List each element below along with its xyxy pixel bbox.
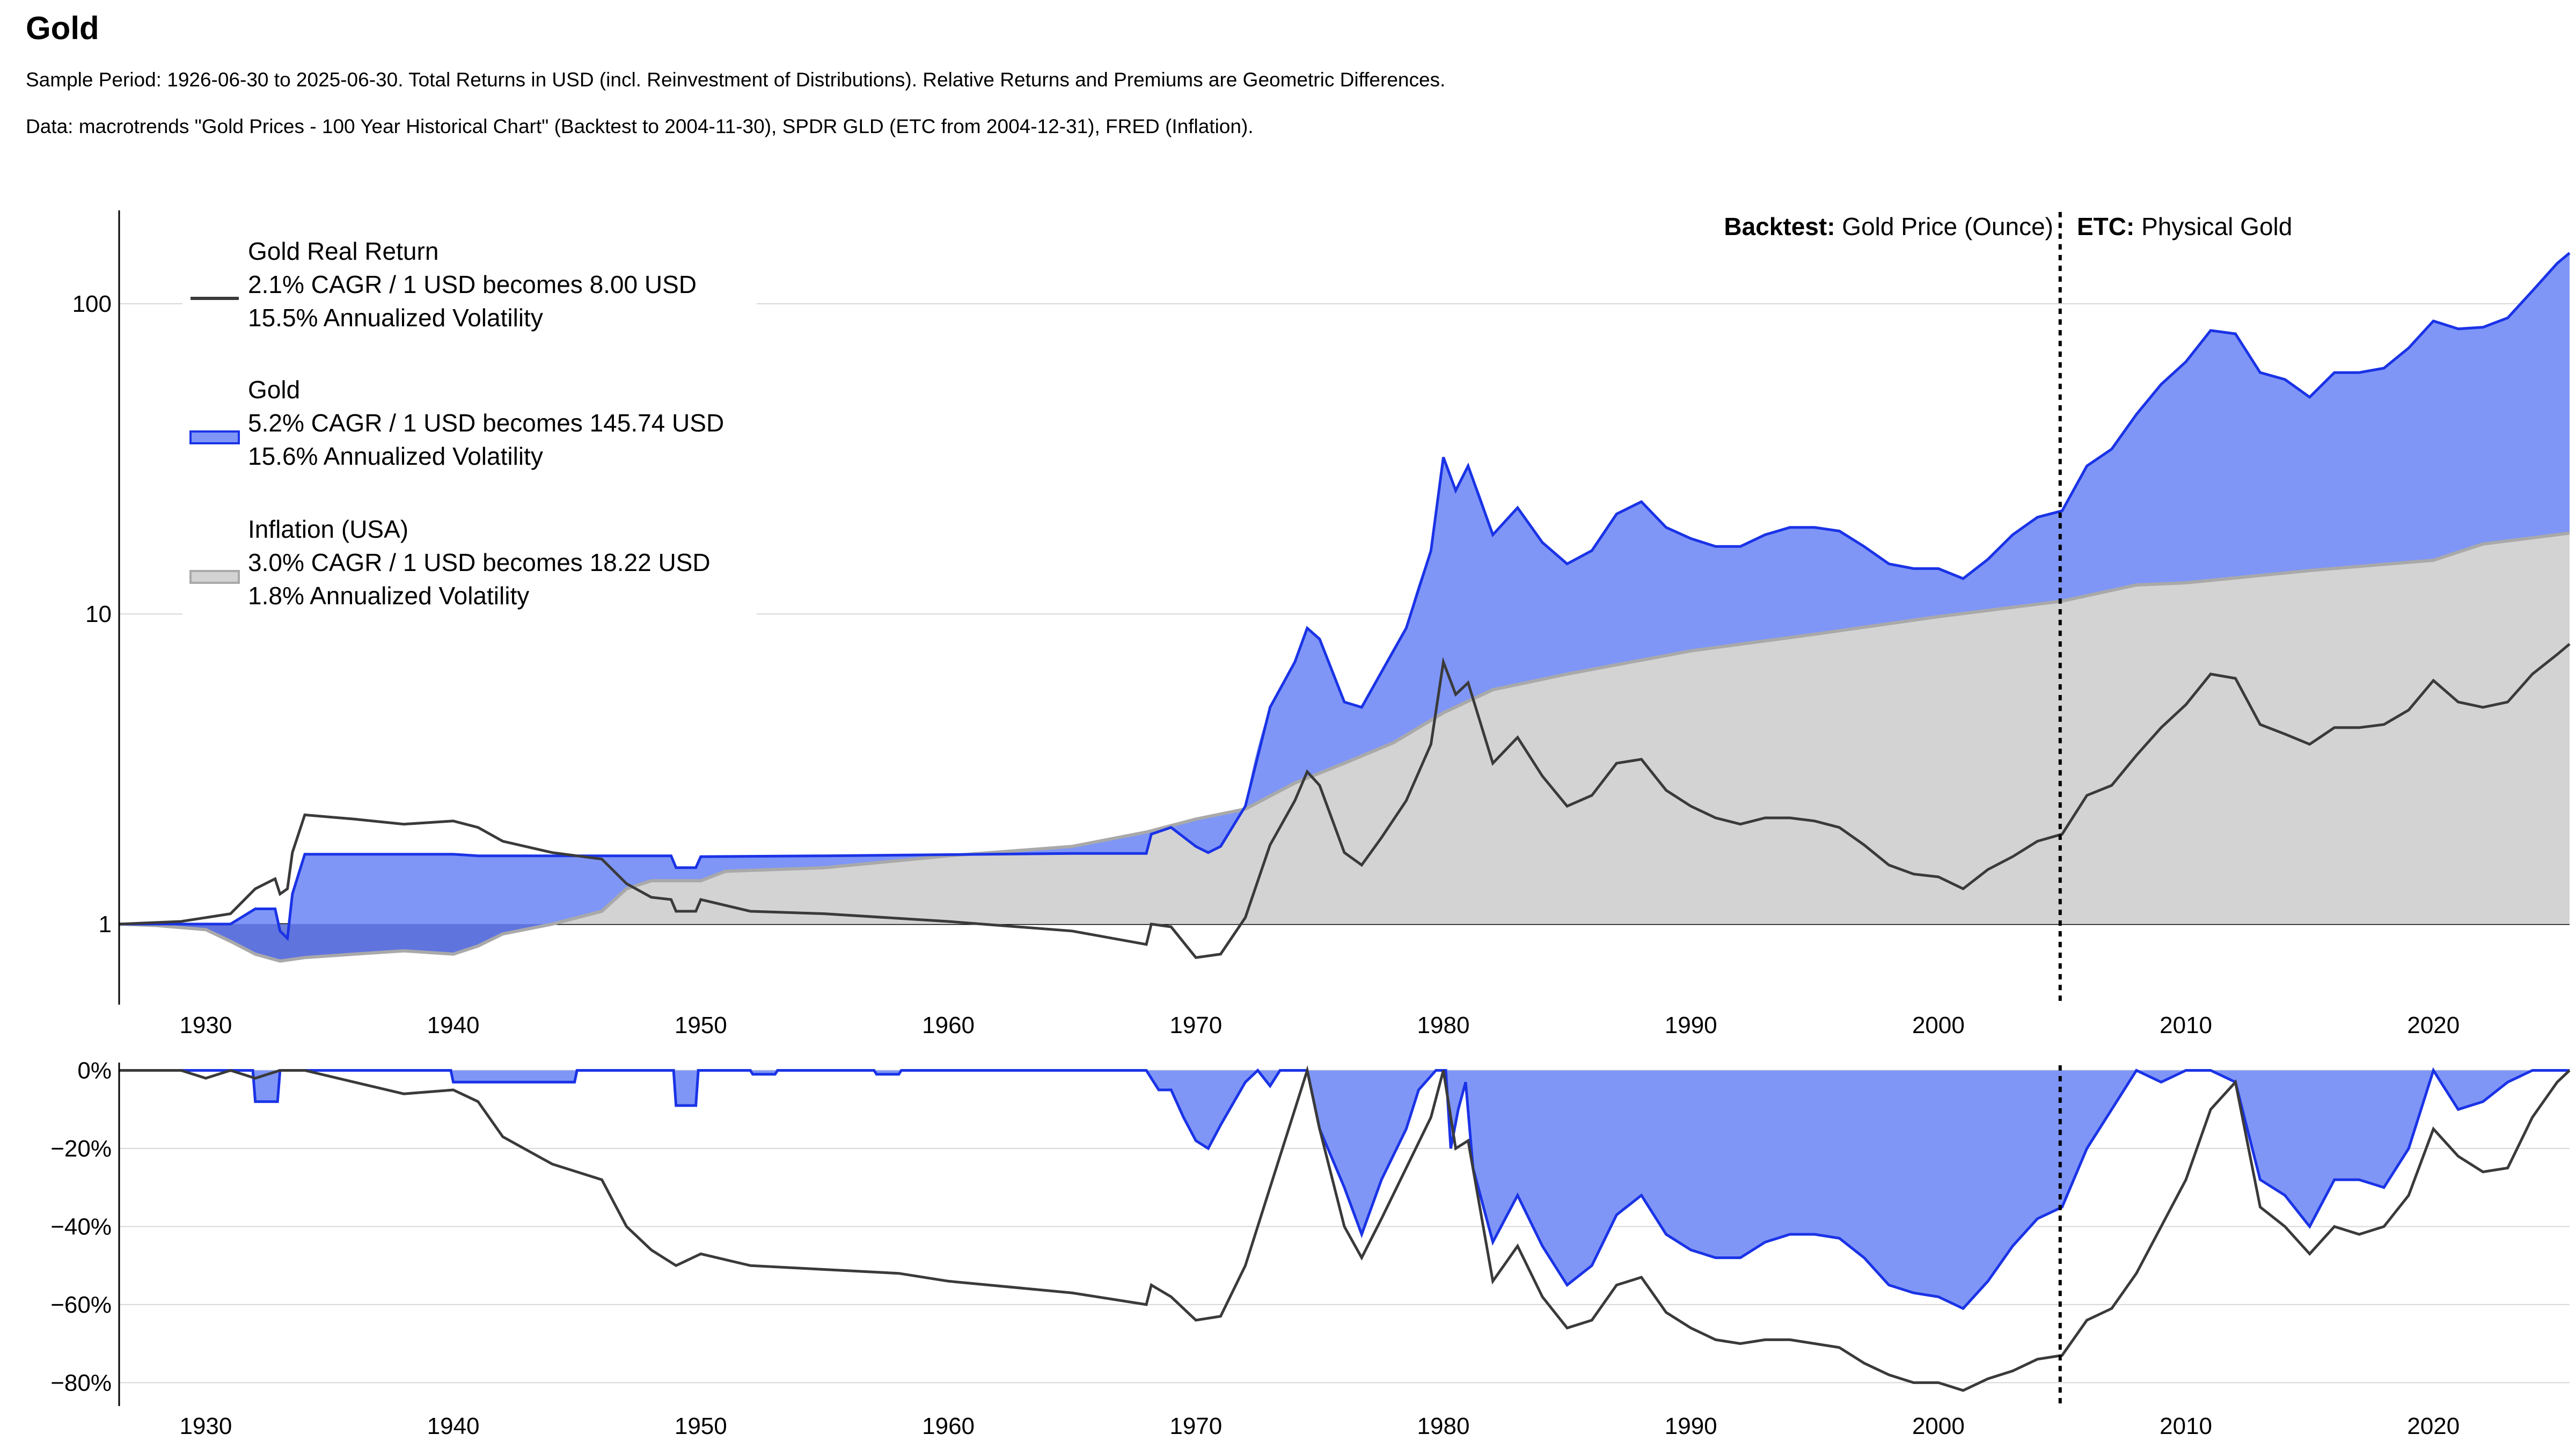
growth-x-tick-label: 1990: [1665, 1012, 1717, 1038]
legend-gold-name: Gold: [248, 376, 300, 404]
growth-y-tick-label: 100: [72, 291, 112, 317]
legend-real-line1: 2.1% CAGR / 1 USD becomes 8.00 USD: [248, 270, 697, 298]
growth-y-tick-label: 10: [85, 601, 112, 627]
legend-real-name: Gold Real Return: [248, 237, 438, 265]
growth-lines: [119, 252, 2571, 963]
legend-background: [182, 220, 757, 617]
growth-x-tick-label: 1930: [179, 1012, 232, 1038]
inflation-line: [119, 531, 2570, 963]
subtitle-sample-period: Sample Period: 1926-06-30 to 2025-06-30.…: [26, 69, 1446, 91]
legend-gold-line1: 5.2% CAGR / 1 USD becomes 145.74 USD: [248, 409, 724, 437]
gold-line: [119, 252, 2571, 941]
growth-x-tick-label: 2010: [2160, 1012, 2212, 1038]
drawdown-areas: [119, 1070, 2570, 1309]
growth-areas: [119, 253, 2570, 961]
subtitle-data-sources: Data: macrotrends "Gold Prices - 100 Yea…: [26, 115, 1254, 137]
drawdown-x-tick-label: 2000: [1912, 1413, 1965, 1439]
legend-gold-line2: 15.6% Annualized Volatility: [248, 442, 543, 470]
drawdown-x-tick-label: 2010: [2160, 1413, 2212, 1439]
drawdown-x-tick-label: 1960: [922, 1413, 975, 1439]
drawdown-lines: [119, 1065, 2571, 1392]
growth-x-tick-label: 1980: [1417, 1012, 1470, 1038]
drawdown-x-tick-label: 1970: [1169, 1413, 1222, 1439]
drawdown-axes: 0% −20% −40% −60% −80% 1930 1940 1950 1960 1970 19…: [50, 1058, 2460, 1440]
drawdown-y-tick-label: −80%: [50, 1370, 112, 1396]
growth-x-tick-label: 1950: [675, 1012, 727, 1038]
drawdown-x-tick-label: 1940: [427, 1413, 480, 1439]
growth-x-tick-label: 2000: [1912, 1012, 1965, 1038]
growth-x-tick-label: 2020: [2407, 1012, 2460, 1038]
growth-y-tick-label: 1: [99, 911, 112, 938]
drawdown-x-tick-label: 1950: [675, 1413, 727, 1439]
gold-under-one-area: [119, 924, 627, 961]
gold-real-drawdown-line: [119, 1065, 2571, 1392]
legend-real-line2: 15.5% Annualized Volatility: [248, 304, 543, 332]
growth-x-tick-label: 1960: [922, 1012, 975, 1038]
drawdown-x-tick-label: 1990: [1665, 1413, 1717, 1439]
gold-drawdown-line: [119, 1067, 2570, 1311]
etc-annotation: ETC: Physical Gold: [2077, 213, 2292, 240]
page-title: Gold: [26, 10, 99, 46]
legend: Gold Real Return 2.1% CAGR / 1 USD becom…: [182, 220, 757, 617]
drawdown-y-tick-label: −60%: [50, 1292, 112, 1318]
drawdown-x-tick-label: 2020: [2407, 1413, 2460, 1439]
drawdown-x-tick-label: 1980: [1417, 1413, 1470, 1439]
growth-x-tick-label: 1940: [427, 1012, 480, 1038]
legend-swatch-gold: [189, 430, 240, 444]
gold-real-return-line: [119, 643, 2571, 959]
legend-swatch-inflation: [189, 570, 240, 584]
legend-inflation-name: Inflation (USA): [248, 515, 408, 543]
gold-excess-area: [119, 253, 2570, 961]
drawdown-y-tick-label: −40%: [50, 1214, 112, 1240]
drawdown-x-tick-label: 1930: [179, 1413, 232, 1439]
backtest-annotation: Backtest: Gold Price (Ounce): [1724, 213, 2053, 240]
growth-axes: 1 10 100 1930 1940 1950 1960 1970 1980 1990 2000 20…: [72, 210, 2460, 1038]
legend-inflation-line1: 3.0% CAGR / 1 USD becomes 18.22 USD: [248, 548, 711, 576]
drawdown-y-tick-label: 0%: [77, 1058, 112, 1084]
legend-inflation-line2: 1.8% Annualized Volatility: [248, 582, 529, 610]
drawdown-y-tick-label: −20%: [50, 1136, 112, 1162]
gold-drawdown-area: [119, 1070, 2570, 1309]
growth-x-tick-label: 1970: [1169, 1012, 1222, 1038]
inflation-area: [119, 533, 2570, 961]
